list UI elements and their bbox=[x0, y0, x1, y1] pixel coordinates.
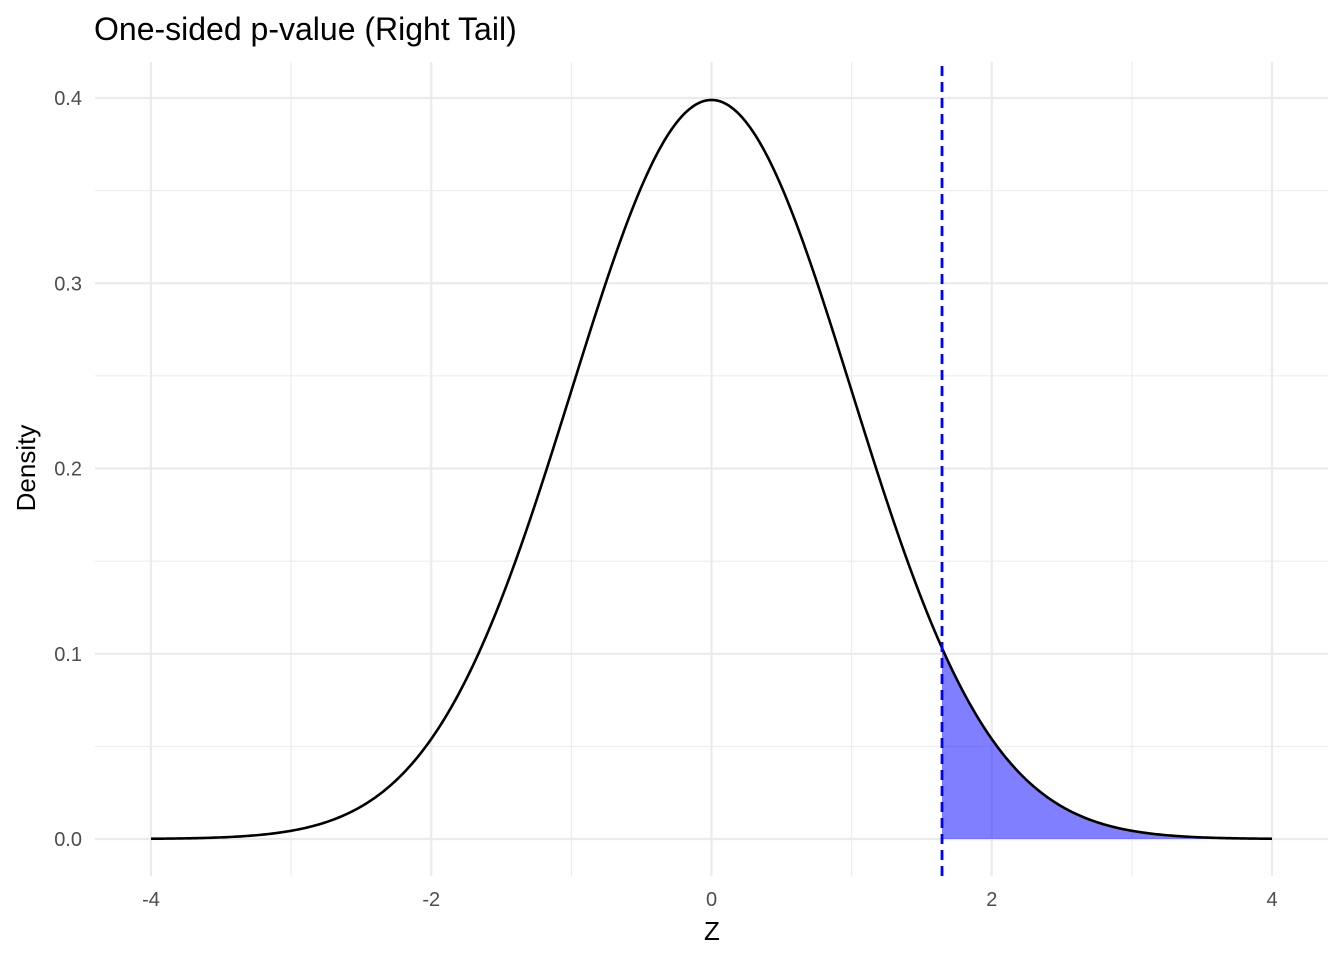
x-tick-label: 0 bbox=[706, 889, 717, 911]
y-tick-label: 0.0 bbox=[54, 829, 82, 851]
y-axis-title: Density bbox=[11, 425, 41, 512]
x-tick-label: 2 bbox=[986, 889, 997, 911]
tail-area bbox=[942, 647, 1272, 839]
x-axis-ticks: -4 -2 0 2 4 bbox=[142, 889, 1277, 911]
x-tick-label: 4 bbox=[1266, 889, 1277, 911]
y-tick-label: 0.1 bbox=[54, 644, 82, 666]
grid bbox=[95, 62, 1328, 876]
y-tick-label: 0.4 bbox=[54, 88, 82, 110]
x-tick-label: -4 bbox=[142, 889, 160, 911]
density-curve bbox=[150, 98, 1273, 841]
chart-title: One-sided p-value (Right Tail) bbox=[94, 11, 517, 47]
density-curve-group bbox=[150, 98, 1273, 841]
x-axis-title: Z bbox=[704, 916, 720, 946]
y-tick-label: 0.3 bbox=[54, 273, 82, 295]
x-tick-label: -2 bbox=[422, 889, 440, 911]
y-tick-label: 0.2 bbox=[54, 459, 82, 481]
tail-area-fill bbox=[942, 647, 1272, 839]
y-axis-ticks: 0.0 0.1 0.2 0.3 0.4 bbox=[54, 88, 82, 851]
